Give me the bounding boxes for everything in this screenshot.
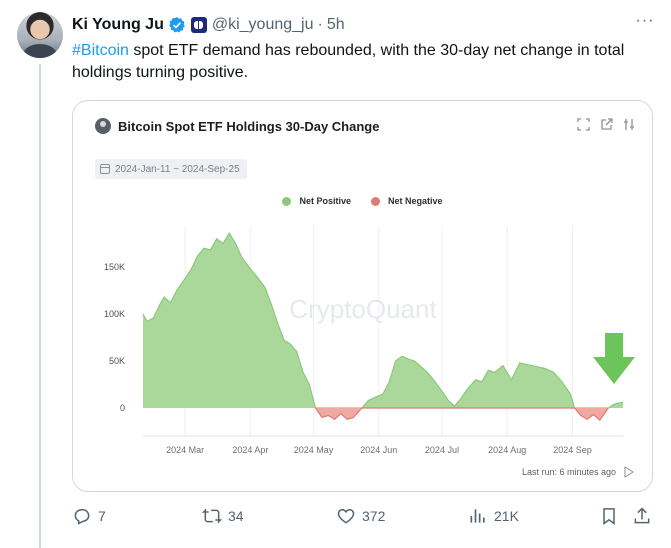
author-avatar[interactable] [17,12,63,58]
series-net-negative-area [315,408,609,421]
x-tick-label-3: 2024 Jun [360,445,397,455]
repost-icon [202,508,222,524]
author-name[interactable]: Ki Young Ju [72,16,164,33]
separator-dot: · [317,16,323,33]
x-tick-label-5: 2024 Aug [488,445,526,455]
series-net-negative-line [315,407,609,422]
share-icon [634,507,650,524]
x-tick-label-6: 2024 Sep [553,445,592,455]
repost-button[interactable]: 34 [202,506,244,526]
chart-tools [577,118,636,131]
down-arrow-icon [593,333,635,384]
external-link-icon[interactable] [600,118,613,131]
x-tick-label-0: 2024 Mar [166,445,204,455]
like-count: 372 [362,508,386,524]
org-badge-icon[interactable] [190,17,207,33]
analytics-icon [470,509,485,523]
reply-count: 7 [98,508,106,524]
tweet-body: spot ETF demand has rebounded, with the … [72,42,625,81]
x-tick-label-4: 2024 Jul [425,445,459,455]
date-range-text: 2024-Jan-11 ~ 2024-Sep-25 [115,163,240,175]
thread-line [39,64,41,548]
y-tick-label-1: 50K [109,356,125,366]
x-tick-label-1: 2024 Apr [232,445,268,455]
chart-card[interactable]: Bitcoin Spot ETF Holdings 30-Day Change … [72,100,653,492]
last-run-text: Last run: 6 minutes ago [522,467,616,477]
expand-icon[interactable] [577,118,590,131]
calendar-icon [100,164,110,174]
bookmark-icon [603,508,615,525]
verified-badge-icon [168,17,185,33]
tweet-actions: 7 34 372 21K [72,506,652,530]
settings-icon[interactable] [623,118,636,131]
view-count: 21K [494,508,519,524]
author-handle[interactable]: @ki_young_ju [211,16,314,33]
legend-item-positive[interactable]: Net Positive [282,196,351,206]
chart-header: Bitcoin Spot ETF Holdings 30-Day Change [95,118,379,134]
chart-legend: Net Positive Net Negative [73,196,652,206]
reply-button[interactable]: 7 [72,506,106,526]
like-button[interactable]: 372 [336,506,385,526]
legend-dot-positive [282,196,292,206]
chart-title: Bitcoin Spot ETF Holdings 30-Day Change [118,118,380,134]
chart-plot: CryptoQuant 0 50K 100K 150K 2024 Mar 2024 Apr 2… [104,226,635,478]
repost-count: 34 [228,508,244,524]
legend-dot-negative [371,196,380,206]
series-net-positive-line [142,232,624,409]
x-tick-label-2: 2024 May [294,445,334,455]
date-range-chip[interactable]: 2024-Jan-11 ~ 2024-Sep-25 [95,159,247,179]
tweet-header: Ki Young Ju @ki_young_ju · 5h ··· [72,12,655,36]
y-tick-label-2: 100K [104,309,125,319]
legend-label-positive: Net Positive [299,196,351,206]
series-net-positive-area [143,233,623,408]
cryptoquant-logo-icon [95,118,111,134]
chart-watermark: CryptoQuant [289,294,437,324]
share-button[interactable] [632,506,658,526]
reply-icon [74,509,90,525]
y-tick-label-3: 150K [104,262,125,272]
legend-item-negative[interactable]: Net Negative [371,196,443,206]
tweet-text: #Bitcoin spot ETF demand has rebounded, … [72,40,652,84]
play-icon [624,466,634,478]
y-tick-label-0: 0 [120,403,125,413]
hashtag-link[interactable]: #Bitcoin [72,42,129,59]
legend-label-negative: Net Negative [388,196,443,206]
tweet-time[interactable]: 5h [326,16,345,33]
more-options-icon[interactable]: ··· [635,12,655,29]
bookmark-button[interactable] [599,506,625,526]
heart-icon [337,508,355,524]
views-button[interactable]: 21K [468,506,519,526]
